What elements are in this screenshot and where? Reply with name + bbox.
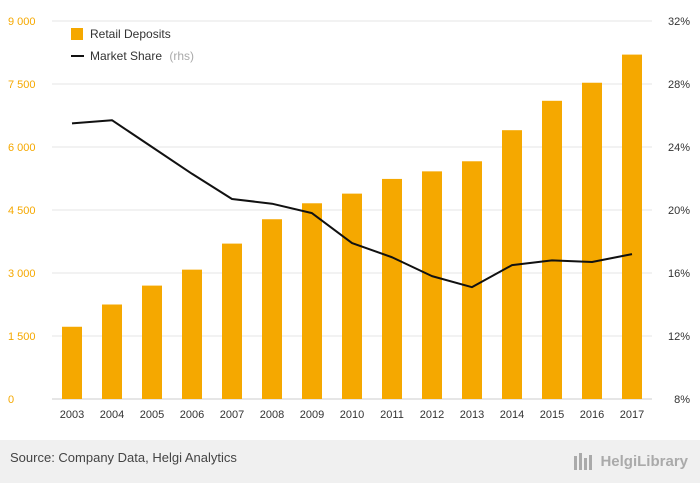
- bar: [462, 161, 482, 399]
- x-tick-label: 2011: [380, 409, 404, 421]
- legend-label-retail-deposits: Retail Deposits: [90, 27, 171, 41]
- right-tick-label: 20%: [668, 205, 690, 217]
- x-tick-label: 2009: [300, 409, 324, 421]
- bar: [382, 178, 402, 399]
- left-tick-label: 3 000: [8, 268, 36, 280]
- bar: [622, 54, 642, 399]
- x-tick-label: 2004: [100, 409, 124, 421]
- right-tick-label: 32%: [668, 16, 690, 28]
- right-tick-label: 28%: [668, 79, 690, 91]
- library-icon: [574, 453, 593, 470]
- bar: [302, 203, 322, 399]
- legend-label-market-share: Market Share: [90, 49, 162, 63]
- bar: [62, 326, 82, 399]
- bar: [422, 171, 442, 399]
- left-tick-label: 4 500: [8, 205, 36, 217]
- svg-text:Market Share (rhs): Market Share (rhs): [90, 49, 194, 63]
- brand-name: HelgiLibrary: [600, 452, 688, 470]
- x-axis-ticks: 2003 2004 2005 2006 2007 2008 2009 2010 2011 2012…: [60, 409, 644, 421]
- right-tick-label: 16%: [668, 268, 690, 280]
- bar: [342, 193, 362, 399]
- left-tick-label: 6 000: [8, 142, 36, 154]
- x-tick-label: 2017: [620, 409, 644, 421]
- bar: [582, 82, 602, 400]
- legend-swatch-bar: [71, 28, 83, 40]
- right-tick-label: 12%: [668, 331, 690, 343]
- left-tick-label: 9 000: [8, 16, 36, 28]
- right-tick-label: 24%: [668, 142, 690, 154]
- x-tick-label: 2012: [420, 409, 444, 421]
- x-tick-label: 2005: [140, 409, 164, 421]
- source-text: Source: Company Data, Helgi Analytics: [10, 450, 237, 465]
- bar: [142, 285, 162, 399]
- x-tick-label: 2008: [260, 409, 284, 421]
- footer: Source: Company Data, Helgi Analytics He…: [0, 440, 700, 483]
- chart: 0 1 500 3 000 4 500 6 000 7 500 9 000 8% 12% 16%…: [8, 16, 690, 421]
- bar-series: [62, 54, 642, 400]
- legend: Retail Deposits Market Share (rhs): [71, 27, 194, 63]
- x-tick-label: 2010: [340, 409, 364, 421]
- left-axis-ticks: 0 1 500 3 000 4 500 6 000 7 500 9 000: [8, 16, 36, 406]
- right-axis-ticks: 8% 12% 16% 20% 24% 28% 32%: [668, 16, 690, 406]
- line-series: [71, 119, 633, 289]
- left-tick-label: 0: [8, 394, 14, 406]
- x-tick-label: 2007: [220, 409, 244, 421]
- bar: [102, 304, 122, 399]
- x-tick-label: 2003: [60, 409, 84, 421]
- bar: [222, 243, 242, 399]
- bar: [262, 219, 282, 399]
- bar: [542, 100, 562, 400]
- x-tick-label: 2006: [180, 409, 204, 421]
- x-tick-label: 2016: [580, 409, 604, 421]
- left-tick-label: 7 500: [8, 79, 36, 91]
- brand-logo[interactable]: HelgiLibrary: [572, 449, 688, 473]
- x-tick-label: 2015: [540, 409, 564, 421]
- legend-suffix-rhs: (rhs): [169, 49, 194, 63]
- right-tick-label: 8%: [674, 394, 690, 406]
- x-tick-label: 2013: [460, 409, 484, 421]
- x-tick-label: 2014: [500, 409, 524, 421]
- bar: [182, 269, 202, 399]
- left-tick-label: 1 500: [8, 331, 36, 343]
